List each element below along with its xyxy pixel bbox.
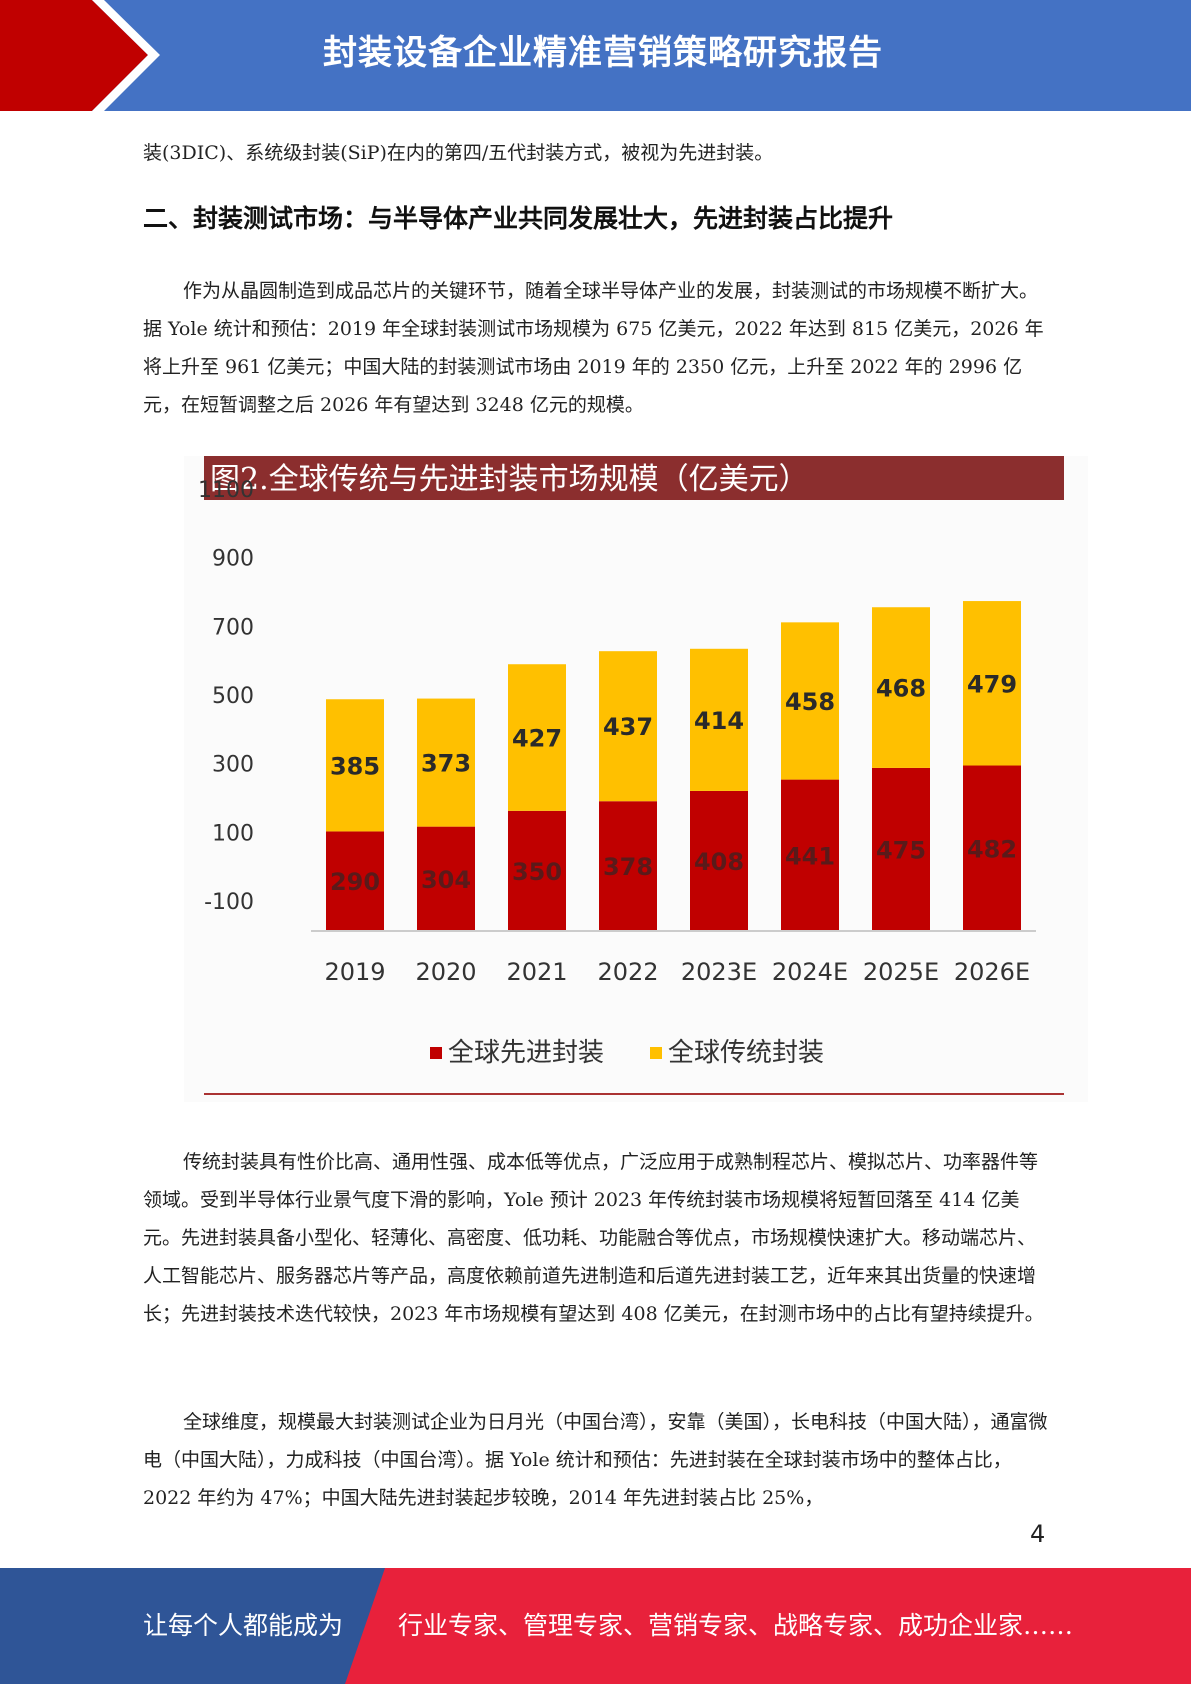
y-tick-label: 900: [212, 547, 254, 572]
bar-segment: [508, 664, 566, 811]
y-tick-label: 700: [212, 615, 254, 640]
bar-segment: [781, 622, 839, 780]
x-tick-label: 2026E: [954, 958, 1030, 986]
paragraph-intro-tail: 装(3DIC)、系统级封装(SiP)在内的第四/五代封装方式，被视为先进封装。: [143, 142, 774, 164]
bar-segment: [599, 801, 657, 931]
bar-value-label: 479: [967, 670, 1017, 698]
footer-background: [0, 1568, 1191, 1684]
bar-value-label: 468: [876, 675, 926, 703]
bar-segment: [872, 607, 930, 768]
bar-value-label: 458: [785, 688, 835, 716]
footer-slogan-left: 让每个人都能成为: [143, 1611, 344, 1640]
y-tick-label: 300: [212, 753, 254, 778]
chart-title: 图2.全球传统与先进封装市场规模（亿美元）: [210, 462, 809, 497]
header-arrow-icon: [0, 0, 160, 111]
bar-segment: [417, 698, 475, 827]
x-axis: 2019 2020 2021 2022 2023E 2024E 2025E 2026E: [324, 958, 1030, 986]
legend-label: 全球先进封装: [448, 1038, 604, 1068]
bar-value-label: 290: [330, 868, 380, 896]
bar-value-label: 441: [785, 842, 835, 870]
bar-segment: [326, 699, 384, 832]
bar-value-label: 373: [421, 750, 471, 778]
section-heading: 二、封装测试市场：与半导体产业共同发展壮大，先进封装占比提升: [143, 204, 894, 233]
x-tick-label: 2019: [324, 958, 385, 986]
bar-segment: [690, 648, 748, 791]
bar-value-label: 385: [330, 752, 380, 780]
x-tick-label: 2020: [415, 958, 476, 986]
bar-segment: [599, 651, 657, 802]
legend-swatch: [430, 1047, 442, 1059]
paragraph-market-size: 作为从晶圆制造到成品芯片的关键环节，随着全球半导体产业的发展，封装测试的市场规模…: [143, 280, 1044, 416]
chart-title-bar: [204, 456, 1064, 500]
bar-value-label: 350: [512, 858, 562, 886]
bar-segment: [326, 831, 384, 931]
y-tick-label: 500: [212, 684, 254, 709]
y-tick-label: 100: [212, 821, 254, 846]
x-tick-label: 2024E: [772, 958, 848, 986]
bar-segment: [417, 826, 475, 931]
y-axis: 1100 900 700 500 300 100 -100: [198, 478, 254, 915]
page-header: 封装设备企业精准营销策略研究报告: [0, 0, 1191, 111]
legend-label: 全球传统封装: [668, 1038, 824, 1068]
x-tick-label: 2021: [506, 958, 567, 986]
bar-series: 290 385 304 373 350 427 378 437 408 414 441 458 475 4…: [326, 601, 1021, 931]
x-tick-label: 2022: [597, 958, 658, 986]
report-title: 封装设备企业精准营销策略研究报告: [323, 33, 883, 73]
x-tick-label: 2025E: [863, 958, 939, 986]
bar-segment: [872, 767, 930, 931]
bar-value-label: 475: [876, 836, 926, 864]
paragraph-global-companies: 全球维度，规模最大封装测试企业为日月光（中国台湾），安靠（美国），长电科技（中国…: [143, 1411, 1048, 1509]
bar-value-label: 427: [512, 725, 562, 753]
bar-segment: [963, 601, 1021, 766]
paragraph-traditional-advanced: 传统封装具有性价比高、通用性强、成本低等优点，广泛应用于成熟制程芯片、模拟芯片、…: [143, 1151, 1044, 1325]
y-tick-label: 1100: [198, 478, 254, 503]
bar-segment: [781, 779, 839, 931]
x-tick-label: 2023E: [681, 958, 757, 986]
bar-value-label: 482: [967, 835, 1017, 863]
y-tick-label: -100: [204, 890, 254, 915]
page-footer: 让每个人都能成为 行业专家、管理专家、营销专家、战略专家、成功企业家……: [0, 1568, 1191, 1684]
bar-value-label: 304: [421, 866, 471, 894]
bar-value-label: 408: [694, 848, 744, 876]
bar-segment: [963, 765, 1021, 931]
bar-value-label: 378: [603, 853, 653, 881]
bar-value-label: 414: [694, 707, 744, 735]
page-number: 4: [1030, 1520, 1046, 1548]
market-size-chart: 图2.全球传统与先进封装市场规模（亿美元） 1100 900 700 500 300 10…: [184, 456, 1088, 1102]
footer-slogan-right: 行业专家、管理专家、营销专家、战略专家、成功企业家……: [398, 1611, 1074, 1640]
bar-segment: [508, 810, 566, 931]
bar-value-label: 437: [603, 713, 653, 741]
bar-segment: [690, 790, 748, 931]
legend-swatch: [650, 1047, 662, 1059]
chart-legend: 全球先进封装 全球传统封装: [430, 1038, 824, 1068]
